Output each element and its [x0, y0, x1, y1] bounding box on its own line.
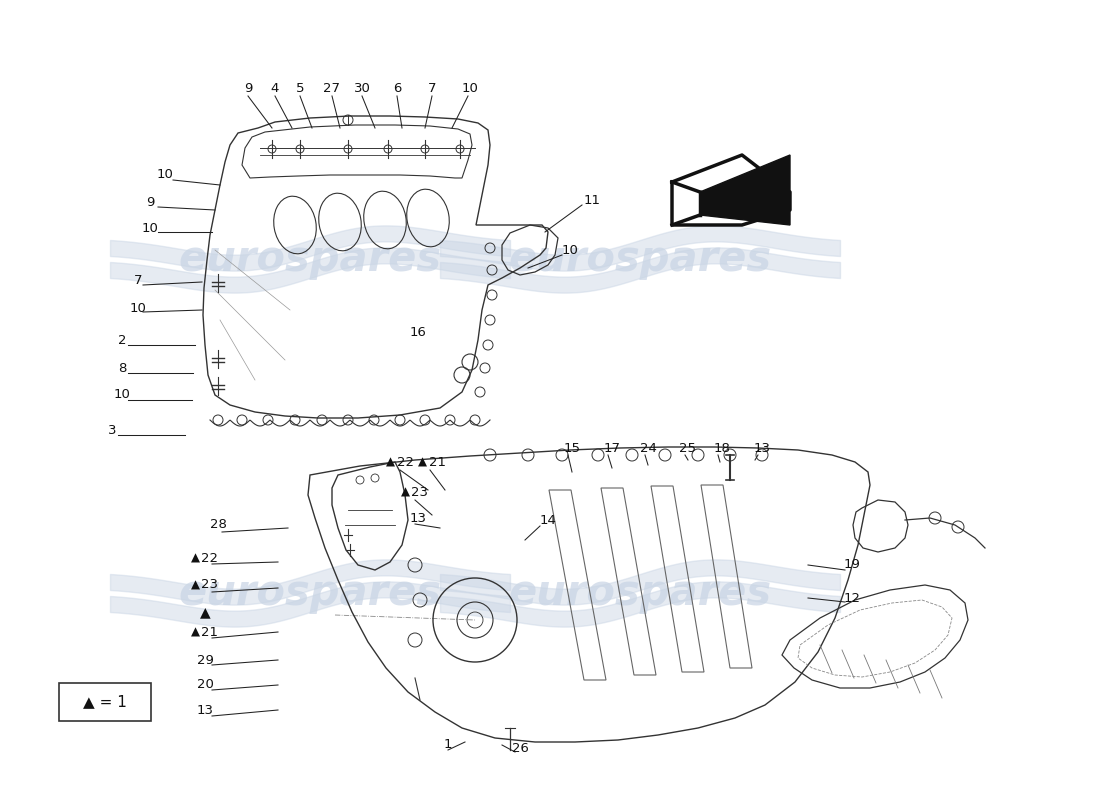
- Text: 27: 27: [323, 82, 341, 94]
- Text: 10: 10: [113, 389, 131, 402]
- Text: 25: 25: [680, 442, 696, 454]
- Text: 9: 9: [244, 82, 252, 94]
- Text: 11: 11: [583, 194, 601, 206]
- Text: ▲: ▲: [400, 486, 409, 498]
- Text: 20: 20: [197, 678, 213, 691]
- Text: ▲: ▲: [385, 455, 395, 469]
- Text: 17: 17: [604, 442, 620, 454]
- Text: 24: 24: [639, 442, 657, 454]
- Text: 15: 15: [563, 442, 581, 454]
- Text: 13: 13: [409, 511, 427, 525]
- Text: 9: 9: [146, 195, 154, 209]
- Text: 14: 14: [540, 514, 557, 526]
- Text: 8: 8: [118, 362, 127, 374]
- Text: ▲ = 1: ▲ = 1: [84, 694, 126, 710]
- Text: 23: 23: [201, 578, 219, 591]
- Text: ▲: ▲: [418, 455, 427, 469]
- Text: 22: 22: [201, 551, 219, 565]
- Text: 22: 22: [396, 455, 414, 469]
- Text: 23: 23: [411, 486, 429, 498]
- Text: 10: 10: [130, 302, 146, 314]
- Text: 10: 10: [142, 222, 158, 234]
- Text: 26: 26: [512, 742, 528, 754]
- Text: 19: 19: [844, 558, 860, 571]
- Text: 2: 2: [118, 334, 127, 346]
- Text: 29: 29: [197, 654, 213, 666]
- Text: eurospares: eurospares: [178, 238, 441, 280]
- Text: 12: 12: [844, 591, 860, 605]
- Text: 21: 21: [429, 455, 446, 469]
- Text: 28: 28: [210, 518, 227, 531]
- Text: 13: 13: [197, 703, 213, 717]
- Text: 1: 1: [443, 738, 452, 751]
- Text: 16: 16: [409, 326, 427, 338]
- Text: 4: 4: [271, 82, 279, 94]
- Text: 10: 10: [462, 82, 478, 94]
- Text: eurospares: eurospares: [508, 238, 771, 280]
- Text: ▲: ▲: [190, 551, 199, 565]
- Text: ▲: ▲: [190, 578, 199, 591]
- Text: 3: 3: [108, 423, 117, 437]
- Text: 7: 7: [428, 82, 437, 94]
- Text: eurospares: eurospares: [508, 572, 771, 614]
- Text: 21: 21: [201, 626, 219, 638]
- Text: 5: 5: [296, 82, 305, 94]
- Text: 7: 7: [134, 274, 142, 286]
- Text: 10: 10: [156, 169, 174, 182]
- Text: 18: 18: [714, 442, 730, 454]
- Text: eurospares: eurospares: [178, 572, 441, 614]
- Text: 6: 6: [393, 82, 402, 94]
- Text: 30: 30: [353, 82, 371, 94]
- Text: 10: 10: [562, 243, 579, 257]
- Polygon shape: [700, 155, 790, 225]
- Text: ▲: ▲: [190, 626, 199, 638]
- Text: 13: 13: [754, 442, 770, 454]
- Text: ▲: ▲: [200, 605, 210, 619]
